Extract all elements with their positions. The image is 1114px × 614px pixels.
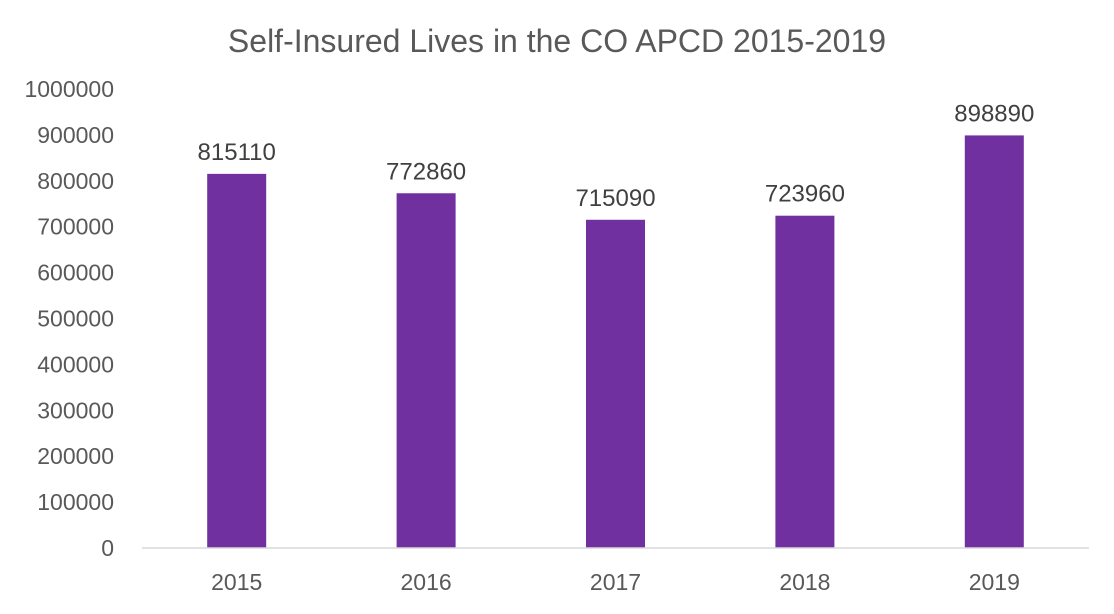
y-tick-label: 200000: [37, 443, 114, 469]
data-label: 715090: [575, 185, 655, 212]
y-tick-label: 0: [101, 535, 114, 561]
x-axis-ticks: 2015 2016 2017 2018 2019: [211, 569, 1020, 595]
bars: [207, 135, 1024, 549]
bar: [775, 215, 835, 548]
chart-title: Self-Insured Lives in the CO APCD 2015-2…: [228, 23, 886, 59]
y-tick-label: 900000: [37, 122, 114, 148]
y-tick-label: 100000: [37, 489, 114, 515]
x-tick-label: 2017: [590, 569, 641, 595]
y-tick-label: 400000: [37, 351, 114, 377]
x-tick-label: 2018: [779, 569, 830, 595]
y-tick-label: 800000: [37, 168, 114, 194]
x-tick-label: 2015: [211, 569, 262, 595]
x-tick-label: 2019: [969, 569, 1020, 595]
data-labels: 815110 772860 715090 723960 898890: [198, 100, 1035, 211]
data-label: 723960: [765, 181, 845, 208]
x-tick-label: 2016: [401, 569, 452, 595]
bar: [586, 219, 645, 549]
y-tick-label: 600000: [37, 260, 114, 286]
y-axis-ticks: 0 100000 200000 300000 400000 500000 600000 700…: [24, 76, 114, 561]
y-tick-label: 500000: [37, 306, 114, 332]
y-tick-label: 700000: [37, 214, 114, 240]
bar: [964, 135, 1024, 548]
y-tick-label: 300000: [37, 397, 114, 423]
data-label: 772860: [386, 158, 466, 185]
bar: [396, 193, 456, 548]
data-label: 898890: [954, 100, 1034, 127]
data-label: 815110: [198, 139, 276, 166]
y-tick-label: 1000000: [24, 76, 114, 102]
bar: [207, 173, 267, 549]
